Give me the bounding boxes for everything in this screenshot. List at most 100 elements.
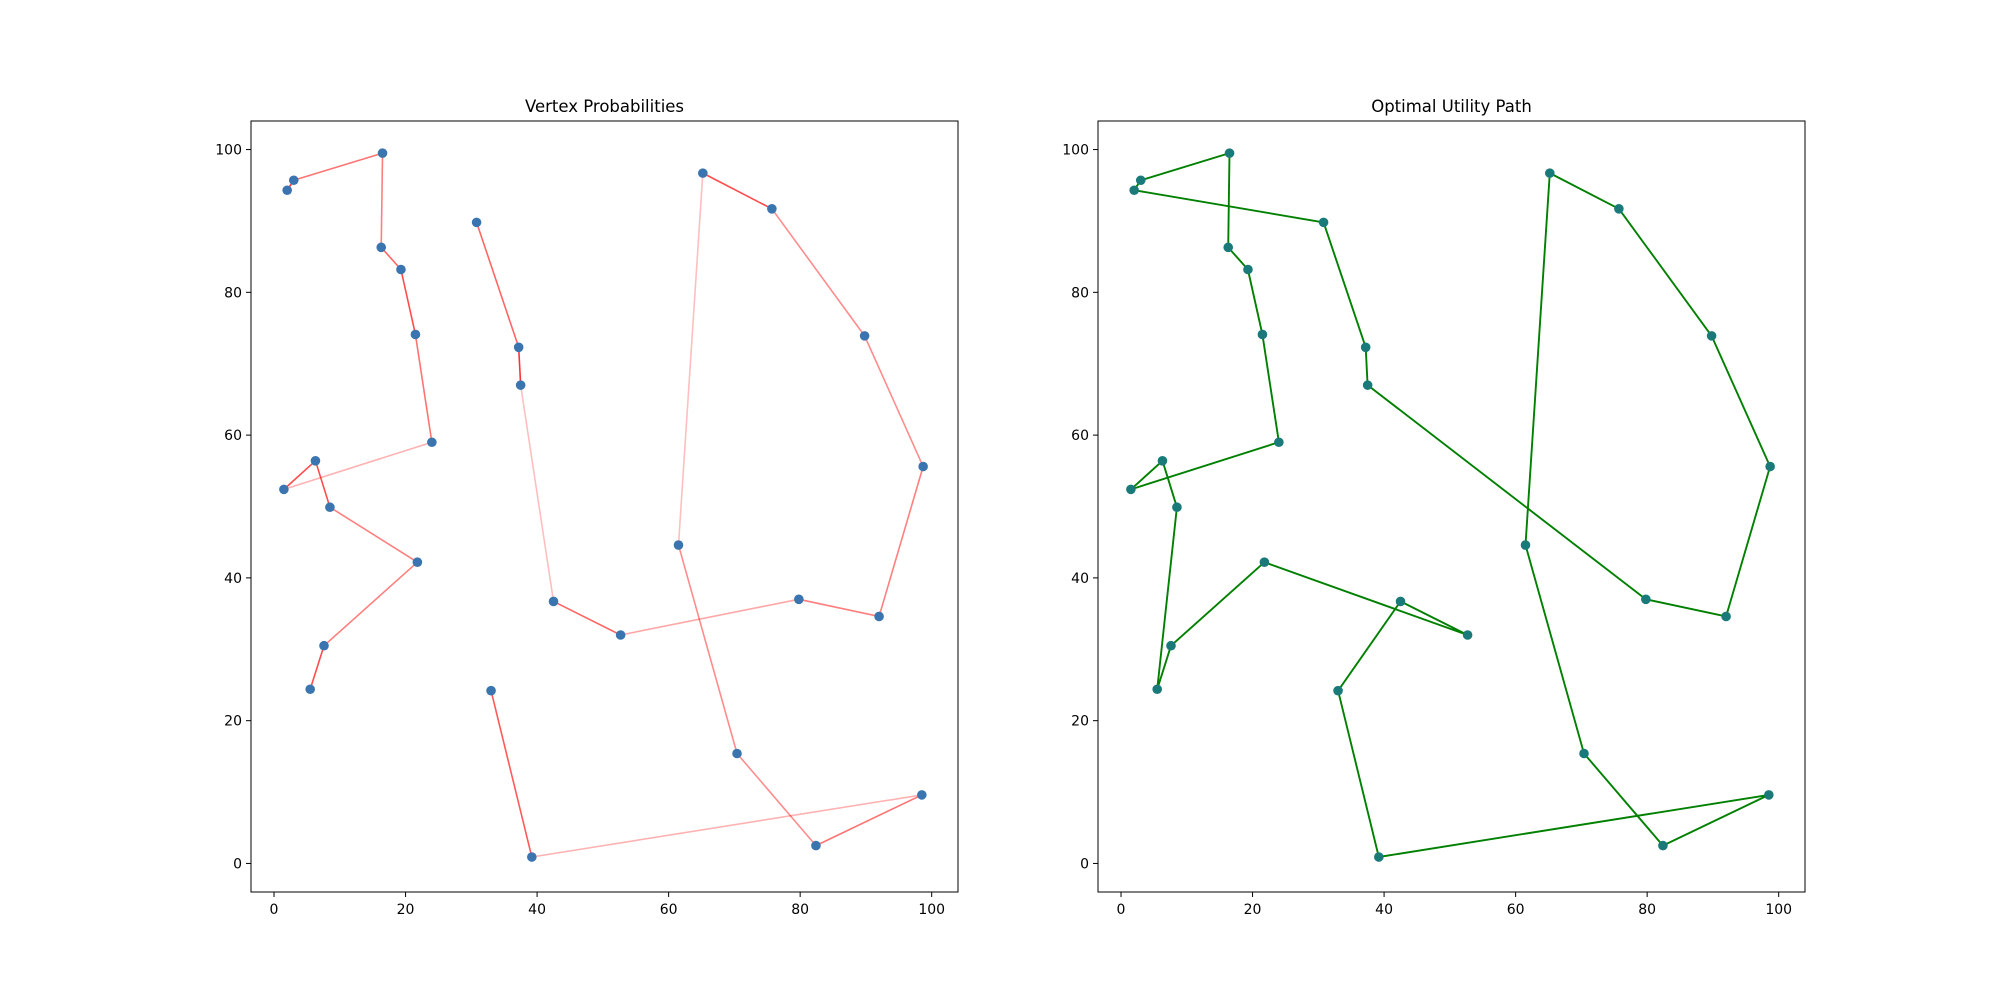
- vertex-point: [859, 331, 870, 341]
- x-tick-label: 60: [1507, 902, 1525, 918]
- vertex-point: [1545, 168, 1555, 178]
- vertex-point: [305, 684, 315, 695]
- vertex-point: [310, 456, 321, 466]
- vertex-point: [515, 380, 526, 390]
- vertex-point: [1135, 175, 1146, 186]
- x-tick-label: 80: [791, 902, 809, 918]
- vertex-point: [1318, 217, 1329, 228]
- vertex-point: [396, 264, 406, 275]
- plot-area: [1126, 148, 1775, 862]
- vertex-point: [1362, 380, 1373, 390]
- y-tick-label: 80: [224, 285, 242, 301]
- vertex-point: [1658, 840, 1668, 851]
- vertex-point: [513, 342, 524, 353]
- x-tick-label: 20: [1244, 902, 1262, 918]
- vertex-point: [1166, 640, 1176, 651]
- edge-line: [798, 598, 880, 618]
- edge-line: [323, 561, 419, 647]
- edge-line: [309, 644, 325, 691]
- vertex-point: [377, 148, 388, 158]
- vertex-point: [1706, 331, 1717, 341]
- edge-line: [531, 794, 923, 858]
- vertex-point: [767, 204, 777, 214]
- vertex-point: [1764, 790, 1774, 800]
- y-tick-label: 40: [224, 571, 242, 587]
- x-tick-label: 60: [660, 902, 678, 918]
- vertex-point: [1765, 461, 1775, 472]
- x-tick-label: 0: [270, 902, 279, 918]
- edge-line: [815, 794, 923, 847]
- edge-line: [380, 152, 384, 249]
- vertex-point: [486, 685, 496, 696]
- vertex-point: [794, 594, 804, 605]
- optimal-utility-path-chart: Optimal Utility Path 0 20 40 60 80 100 0 20 40 60…: [1062, 97, 1806, 918]
- plot-area: [279, 148, 928, 862]
- vertex-point: [427, 437, 437, 448]
- vertex-point: [376, 242, 387, 253]
- axes-frame: [1097, 120, 1806, 893]
- y-tick-label: 60: [1071, 428, 1089, 444]
- vertex-point: [673, 540, 684, 550]
- x-tick-label: 100: [918, 902, 945, 918]
- y-tick-label: 100: [1062, 143, 1089, 159]
- x-tick-label: 40: [528, 902, 546, 918]
- vertex-point: [548, 596, 559, 607]
- axes-frame: [250, 120, 959, 893]
- x-tick-label: 100: [1765, 902, 1792, 918]
- edge-line: [490, 689, 533, 858]
- vertex-probabilities-chart: Vertex Probabilities 0 20 40 60 80 100 0 20 40 60…: [215, 97, 959, 918]
- vertex-point: [1223, 242, 1234, 253]
- y-tick-label: 20: [1071, 714, 1089, 730]
- y-tick-label: 20: [224, 714, 242, 730]
- vertex-point: [1243, 264, 1253, 275]
- vertex-point: [1579, 748, 1589, 759]
- chart-title: Optimal Utility Path: [1371, 97, 1532, 116]
- vertex-point: [1374, 852, 1384, 862]
- edge-line: [400, 268, 417, 336]
- edge-line: [380, 246, 402, 271]
- x-tick-label: 0: [1117, 902, 1126, 918]
- edge-line: [283, 460, 317, 491]
- vertex-point: [732, 748, 742, 759]
- edge-line: [475, 221, 520, 349]
- vertex-point: [1360, 342, 1371, 353]
- vertex-point: [1614, 204, 1624, 214]
- edge-line: [677, 172, 704, 546]
- vertex-point: [1126, 484, 1136, 495]
- vertex-point: [412, 557, 423, 567]
- edge-line: [736, 752, 817, 847]
- edge-line: [771, 208, 866, 337]
- y-tick-label: 60: [224, 428, 242, 444]
- x-tick-label: 80: [1638, 902, 1656, 918]
- edge-line: [878, 465, 924, 618]
- vertex-point: [471, 217, 482, 228]
- vertex-point: [1172, 502, 1182, 513]
- edge-line: [414, 333, 433, 444]
- y-tick-label: 80: [1071, 285, 1089, 301]
- vertex-point: [1157, 456, 1168, 466]
- vertex-point: [1129, 185, 1139, 196]
- edge-line: [314, 460, 331, 509]
- vertex-point: [1721, 611, 1731, 622]
- vertex-point: [1152, 684, 1162, 695]
- vertex-point: [1641, 594, 1651, 605]
- vertex-point: [917, 790, 927, 800]
- vertex-point: [1333, 685, 1343, 696]
- edge-line: [863, 335, 924, 468]
- x-tick-label: 40: [1375, 902, 1393, 918]
- vertex-point: [1274, 437, 1284, 448]
- vertex-point: [874, 611, 884, 622]
- vertex-point: [811, 840, 821, 851]
- vertex-point: [279, 484, 289, 495]
- vertex-point: [1395, 596, 1406, 607]
- vertex-point: [1224, 148, 1235, 158]
- vertex-point: [288, 175, 299, 186]
- vertex-point: [918, 461, 928, 472]
- y-tick-label: 100: [215, 143, 242, 159]
- edge-line: [292, 152, 384, 182]
- edge-line: [517, 346, 522, 386]
- vertex-point: [527, 852, 537, 862]
- y-tick-label: 0: [1080, 856, 1089, 872]
- edge-line: [552, 600, 622, 636]
